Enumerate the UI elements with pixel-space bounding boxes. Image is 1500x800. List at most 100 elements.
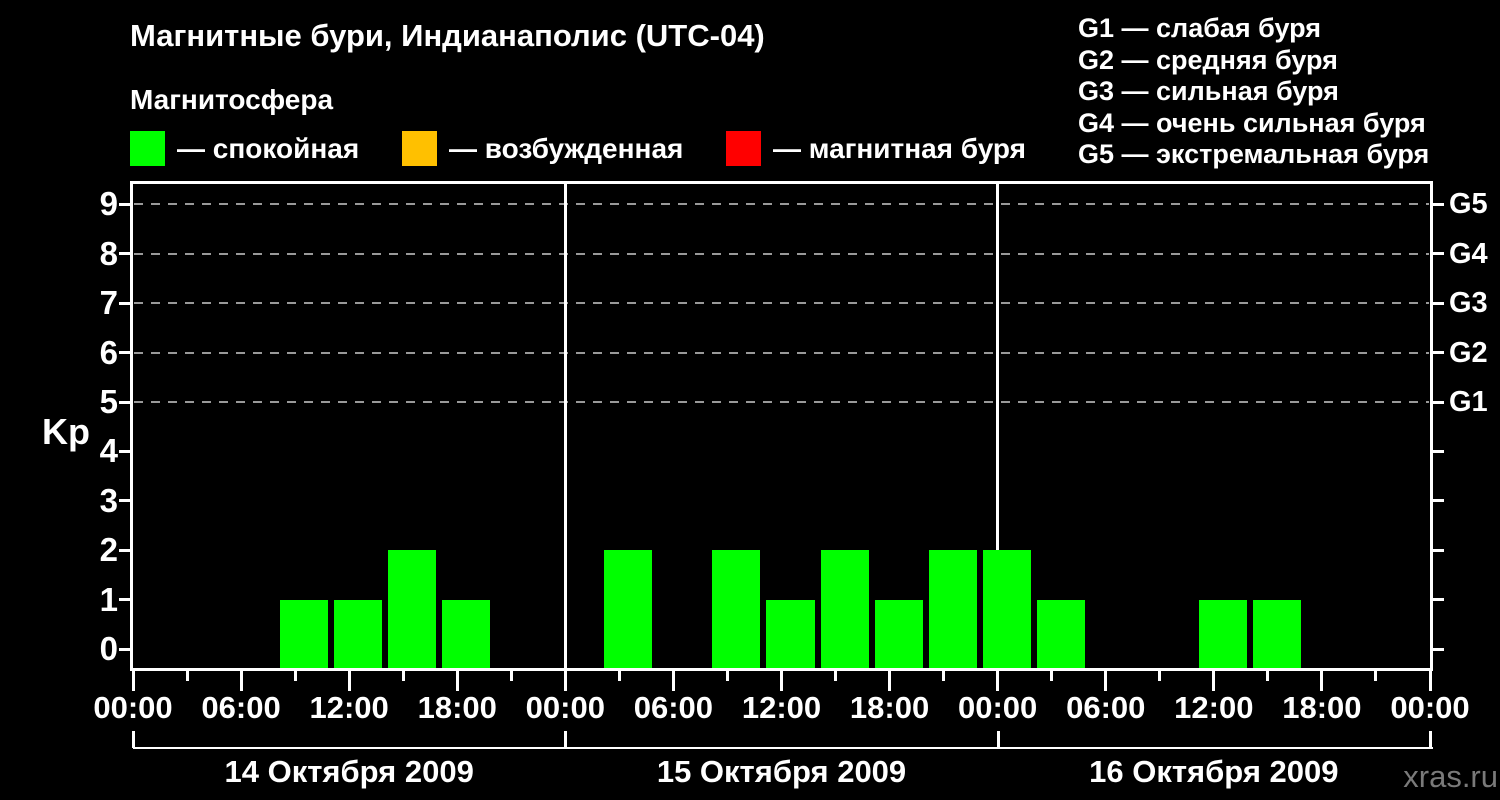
- kp-bar: [712, 550, 761, 668]
- x-axis-time-label: 06:00: [1066, 690, 1146, 725]
- y-axis-title: Kp: [42, 411, 90, 452]
- x-axis-minor-tick: [834, 671, 838, 681]
- left-axis-tick: [119, 647, 131, 651]
- kp-bar: [874, 599, 923, 668]
- right-axis-tick: [1432, 647, 1444, 651]
- legend-item-excited: — возбужденная: [402, 131, 683, 166]
- right-axis-tick: [1432, 598, 1444, 602]
- x-axis-major-tick: [455, 671, 459, 691]
- x-axis-minor-tick: [1266, 671, 1270, 681]
- x-axis-major-tick: [131, 671, 135, 691]
- y-axis-tick-label: 0: [99, 630, 118, 667]
- kp-bar: [280, 599, 329, 668]
- legend-label-quiet: — спокойная: [177, 132, 360, 164]
- y-axis-tick-label: 2: [99, 531, 118, 569]
- left-axis-tick: [119, 400, 131, 404]
- x-axis-major-tick: [1320, 671, 1324, 691]
- left-axis-tick: [119, 301, 131, 305]
- left-axis-tick: [119, 252, 131, 256]
- g-level-label-g1: G1: [1449, 386, 1488, 418]
- x-axis-major-tick: [1212, 671, 1216, 691]
- y-axis-tick-label: 1: [99, 580, 118, 618]
- x-axis-minor-tick: [725, 671, 729, 681]
- gridline-kp6: [134, 351, 1429, 354]
- legend-label-storm: — магнитная буря: [773, 132, 1026, 164]
- g-level-label-g2: G2: [1449, 336, 1488, 369]
- gridline-kp9: [134, 203, 1429, 206]
- g-level-label-g5: G5: [1449, 188, 1488, 221]
- chart-title: Магнитные бури, Индианаполис (UTC-04): [130, 18, 765, 53]
- gridline-kp8: [134, 252, 1429, 255]
- x-axis-time-label: 18:00: [1282, 690, 1362, 725]
- legend-item-quiet: — спокойная: [130, 131, 359, 166]
- g-legend-row-g3: G3 — сильная буря: [1078, 76, 1339, 107]
- right-axis-tick: [1432, 400, 1444, 404]
- legend-swatch-quiet: [130, 131, 165, 166]
- x-axis-time-label: 06:00: [633, 690, 714, 725]
- legend-label-excited: — возбужденная: [449, 132, 684, 164]
- y-axis-tick-label: 3: [99, 481, 118, 519]
- right-axis-tick: [1432, 548, 1444, 552]
- right-axis-tick: [1432, 202, 1444, 206]
- x-axis-time-label: 18:00: [417, 690, 497, 725]
- x-axis-minor-tick: [1050, 671, 1054, 681]
- kp-bar: [1036, 599, 1085, 668]
- date-label: 15 Октября 2009: [656, 754, 907, 789]
- x-axis-major-tick: [563, 671, 567, 691]
- legend-item-storm: — магнитная буря: [726, 131, 1026, 166]
- gridline-kp7: [134, 302, 1429, 305]
- g-level-label-g3: G3: [1449, 287, 1488, 320]
- kp-bar: [1252, 599, 1301, 668]
- g-legend-row-g5: G5 — экстремальная буря: [1078, 139, 1430, 170]
- y-axis-tick-label: 9: [99, 185, 118, 223]
- right-axis-tick: [1432, 499, 1444, 503]
- x-axis-time-label: 12:00: [741, 690, 822, 725]
- kp-bar: [1198, 599, 1247, 668]
- x-axis-minor-tick: [293, 671, 297, 681]
- plot-frame: [130, 181, 1433, 671]
- x-axis-major-tick: [888, 671, 892, 691]
- g-legend-row-g4: G4 — очень сильная буря: [1078, 107, 1426, 138]
- right-axis-tick: [1432, 351, 1444, 355]
- legend-swatch-excited: [402, 131, 437, 166]
- y-axis-tick-label: 6: [99, 333, 118, 371]
- left-axis-tick: [119, 351, 131, 355]
- x-axis-time-label: 18:00: [849, 690, 930, 725]
- date-bracket-tick: [132, 731, 135, 748]
- x-axis-time-label: 12:00: [1174, 690, 1254, 725]
- x-axis-major-tick: [780, 671, 783, 691]
- legend-swatch-storm: [726, 131, 761, 166]
- magnetosphere-label: Магнитосфера: [130, 84, 334, 115]
- kp-bar: [334, 599, 383, 668]
- left-axis-tick: [119, 499, 131, 503]
- x-axis-major-tick: [996, 671, 1000, 691]
- date-bracket-tick: [996, 731, 1000, 748]
- x-axis-minor-tick: [185, 671, 189, 681]
- watermark-xras: xras.ru: [1403, 759, 1498, 794]
- y-axis-tick-label: 8: [99, 234, 118, 272]
- x-axis-minor-tick: [1374, 671, 1378, 681]
- right-axis-tick: [1432, 252, 1444, 256]
- kp-bar: [820, 550, 869, 668]
- x-axis-time-label: 12:00: [309, 690, 389, 725]
- x-axis-major-tick: [671, 671, 675, 691]
- date-label: 14 Октября 2009: [224, 754, 474, 789]
- x-axis-minor-tick: [942, 671, 946, 681]
- g-legend-row-g1: G1 — слабая буря: [1078, 13, 1322, 43]
- kp-bar: [442, 599, 491, 668]
- g-level-label-g4: G4: [1449, 237, 1488, 270]
- kp-bar: [928, 550, 977, 668]
- x-axis-major-tick: [1428, 671, 1432, 691]
- x-axis-time-label: 00:00: [525, 690, 605, 725]
- date-bracket-line: [133, 747, 1433, 749]
- x-axis-major-tick: [1104, 671, 1108, 691]
- left-axis-tick: [119, 598, 131, 602]
- gridline-kp5: [134, 401, 1429, 403]
- kp-bar: [766, 599, 815, 668]
- y-axis-tick-label: 7: [99, 284, 118, 322]
- x-axis-major-tick: [347, 671, 351, 691]
- x-axis-time-label: 06:00: [201, 690, 281, 725]
- x-axis-minor-tick: [401, 671, 405, 681]
- kp-bar: [982, 550, 1031, 668]
